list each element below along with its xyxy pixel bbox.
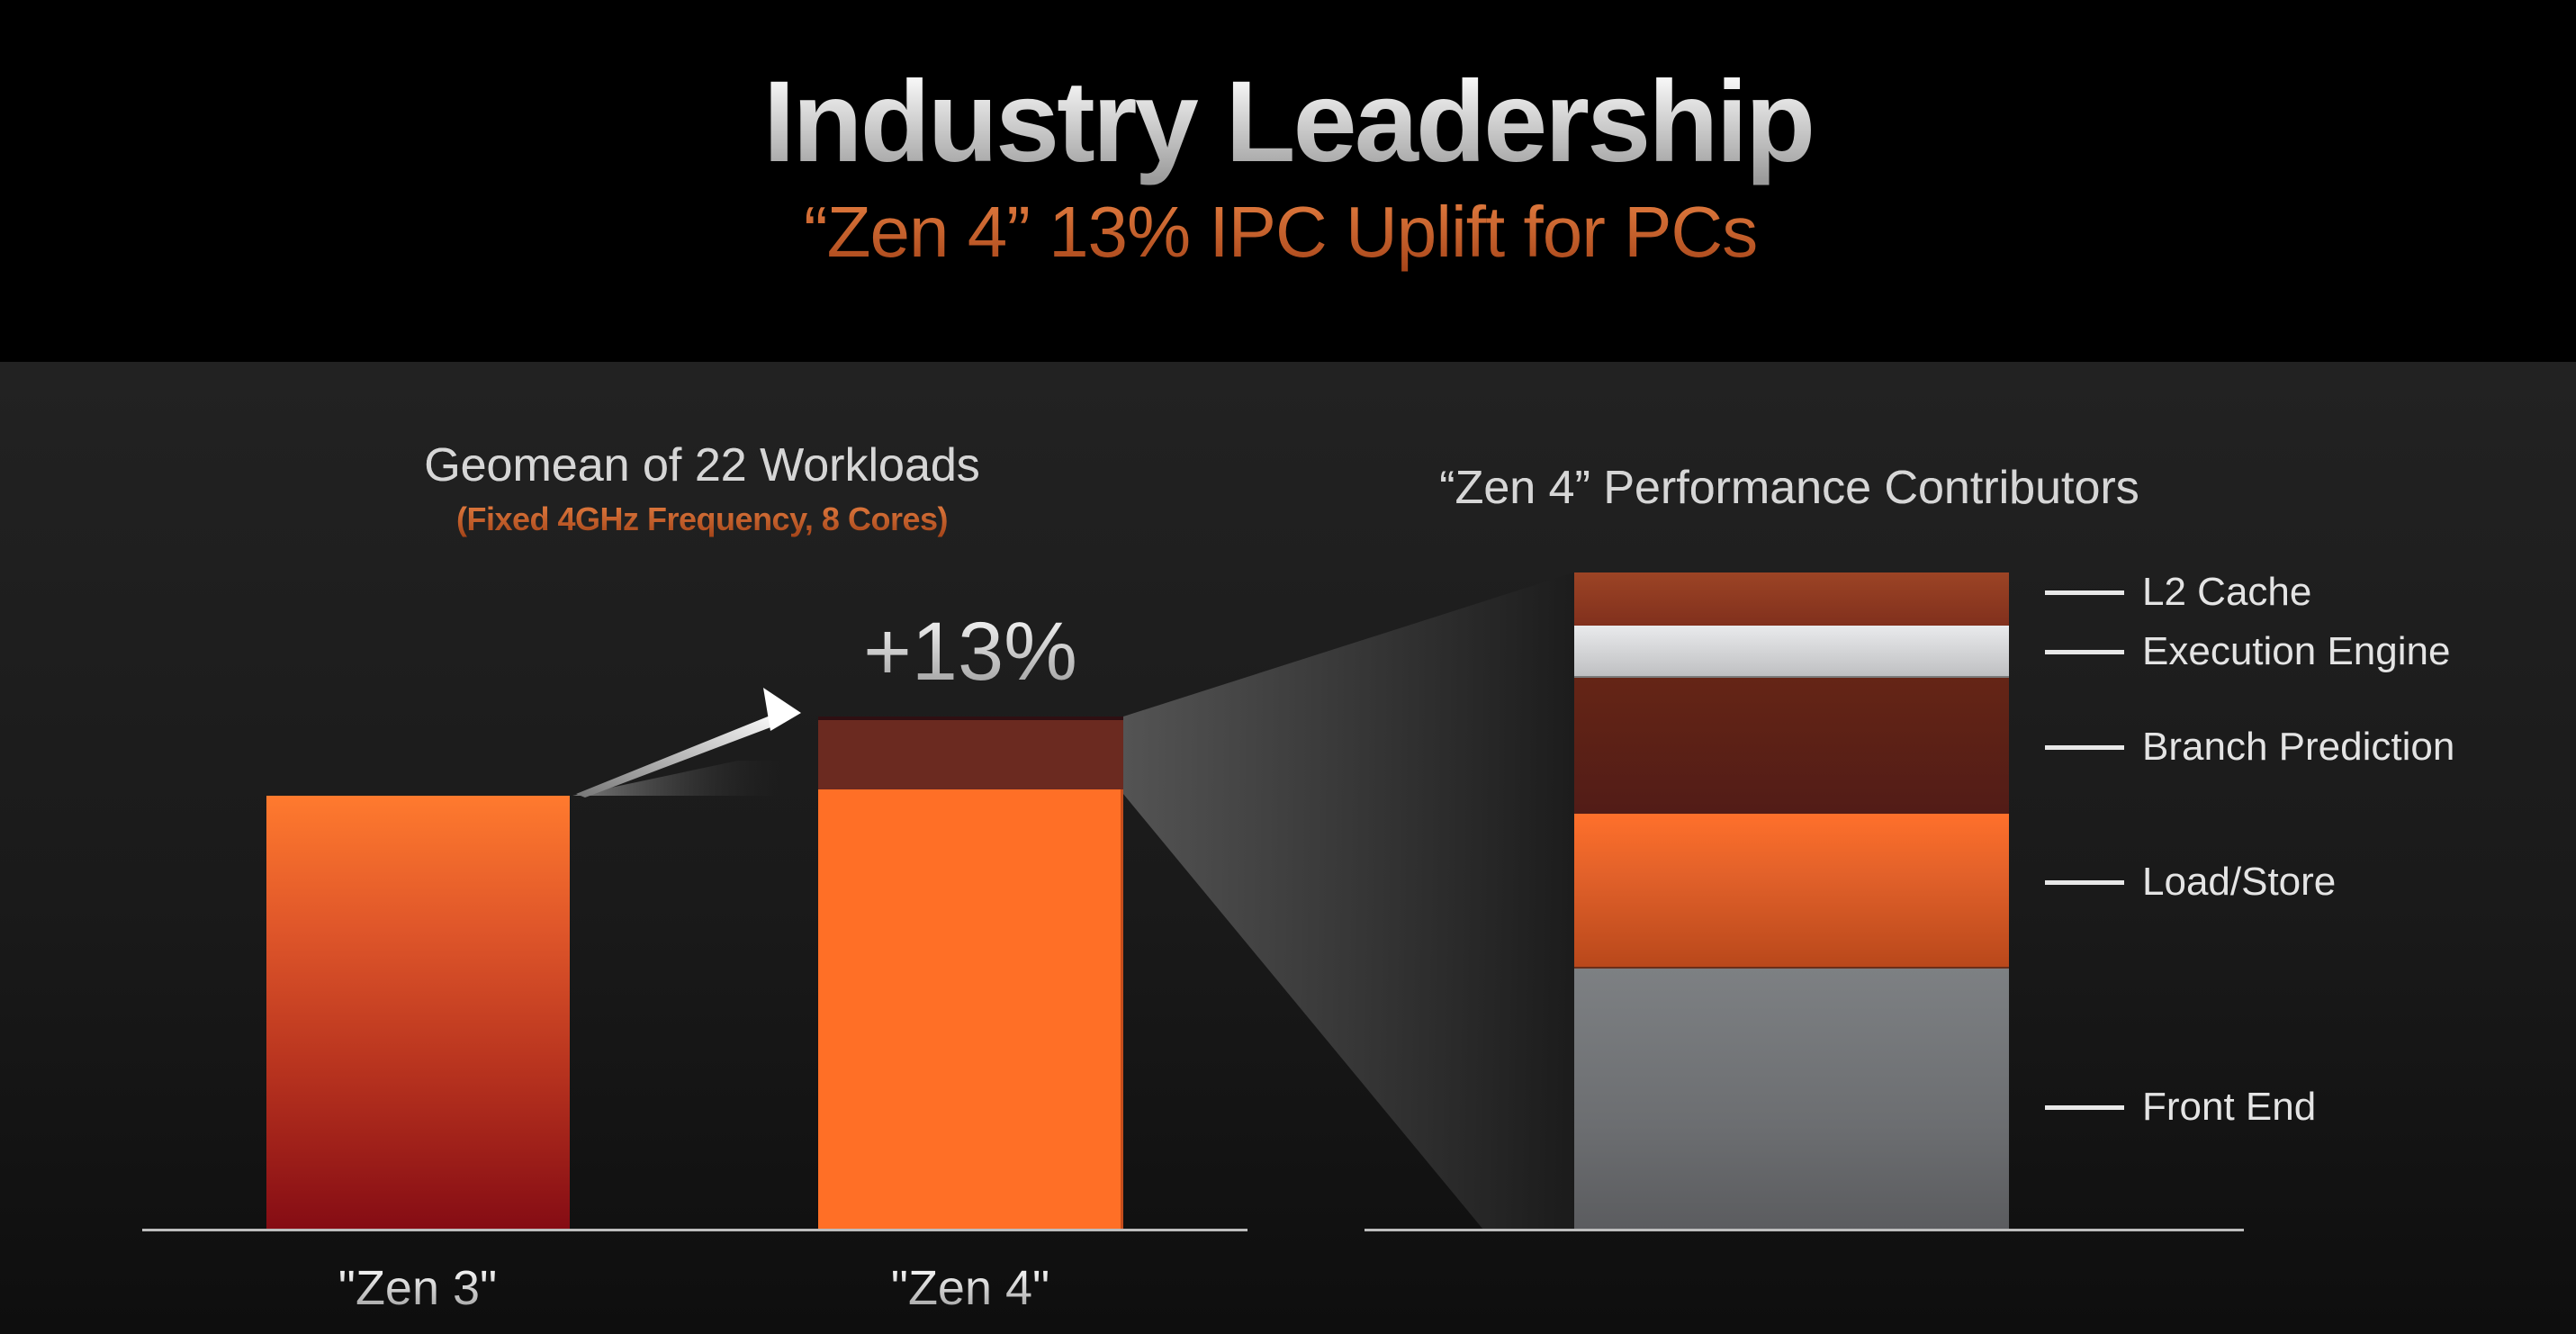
segment-branch-prediction <box>1574 678 2009 814</box>
left-chart-title: Geomean of 22 Workloads <box>342 438 1062 492</box>
x-label-zen3: "Zen 3" <box>238 1260 598 1316</box>
legend-label: Execution Engine <box>2142 629 2451 673</box>
uplift-arrow-icon <box>576 688 801 798</box>
uplift-label: +13% <box>790 605 1150 699</box>
bar-zen4 <box>818 717 1123 1230</box>
left-chart-baseline <box>142 1229 1247 1231</box>
legend-label: Branch Prediction <box>2142 725 2455 769</box>
legend-l2-cache: L2 Cache <box>2045 565 2311 619</box>
segment-load-store <box>1574 814 2009 969</box>
legend-leader-line <box>2045 590 2124 595</box>
left-chart-subtitle: (Fixed 4GHz Frequency, 8 Cores) <box>342 500 1062 538</box>
zoom-projection <box>1123 572 1574 1230</box>
stacked-bar-contributors <box>1574 572 2009 1230</box>
legend-label: L2 Cache <box>2142 570 2312 614</box>
legend-label: Front End <box>2142 1085 2317 1129</box>
bar-zen4-uplift-segment <box>818 717 1123 789</box>
arrow-shadow <box>572 761 792 796</box>
legend-leader-line <box>2045 744 2124 750</box>
bar-zen4-base-segment <box>818 789 1123 1230</box>
legend-leader-line <box>2045 1104 2124 1110</box>
legend-leader-line <box>2045 879 2124 885</box>
legend-branch-prediction: Branch Prediction <box>2045 720 2454 774</box>
legend-load-store: Load/Store <box>2045 855 2336 909</box>
segment-front-end <box>1574 969 2009 1230</box>
legend-label: Load/Store <box>2142 860 2337 904</box>
segment-execution-engine <box>1574 626 2009 678</box>
x-label-zen4: "Zen 4" <box>790 1260 1150 1316</box>
page-title: Industry Leadership <box>0 56 2576 188</box>
segment-l2-cache <box>1574 572 2009 626</box>
bar-zen3 <box>266 796 570 1230</box>
right-chart-baseline <box>1365 1229 2244 1231</box>
legend-front-end: Front End <box>2045 1080 2316 1134</box>
legend-leader-line <box>2045 649 2124 654</box>
header-band <box>0 0 2576 362</box>
right-chart-title: “Zen 4” Performance Contributors <box>1339 461 2239 515</box>
legend-execution-engine: Execution Engine <box>2045 625 2450 679</box>
